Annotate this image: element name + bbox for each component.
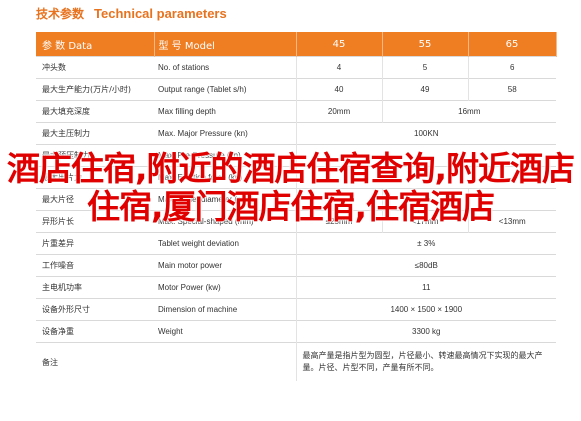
param-value — [295, 144, 556, 167]
table-row: 冲头数 No. of stations 4 5 6 — [36, 56, 556, 79]
header-data: 参 数 Data — [36, 32, 155, 57]
param-name-zh: 设备净重 — [36, 320, 154, 343]
table-row: 最大出片力 Max. Ejection force (kn) — [36, 166, 556, 189]
param-value: 3300 kg — [295, 320, 556, 343]
param-name-en: Max. Pre-Pressure (kn) — [154, 144, 296, 167]
header-model-55: 55 — [382, 32, 469, 57]
table-row: 最大预压制力 Max. Pre-Pressure (kn) — [36, 144, 556, 167]
param-name-zh: 最大出片力 — [36, 166, 154, 189]
param-value: ± 3% — [295, 232, 556, 255]
param-value: 58 — [467, 78, 556, 101]
param-value: 4 — [295, 56, 382, 79]
param-value: ≤80dB — [295, 254, 556, 277]
param-name-zh: 冲头数 — [36, 56, 154, 79]
table-row: 最大生产能力(万片/小时) Output range (Tablet s/h) 40… — [36, 78, 556, 101]
table-row: 最大片径 Max. Tablet diameter (mm) — [36, 188, 556, 211]
param-name-en: Output range (Tablet s/h) — [154, 78, 296, 101]
table-row: 工作噪音 Main motor power ≤80dB — [36, 254, 556, 277]
param-value: 16mm — [381, 100, 556, 123]
section-title: 技术参数 Technical parameters — [36, 3, 227, 23]
param-value: <17mm — [381, 210, 468, 233]
overlay-text: 酒店住宿,附近的酒店住宿查询,附近酒店住宿,厦门酒店住宿,住宿酒店 — [6, 149, 575, 226]
param-value — [381, 188, 468, 211]
param-name-en: Max. Major Pressure (kn) — [154, 122, 296, 145]
param-name-en: Weight — [154, 320, 296, 343]
param-name-en: Dimension of machine — [154, 298, 296, 321]
param-value: ≤25mm — [295, 210, 382, 233]
note-label: 备注 — [36, 342, 154, 381]
header-model-65: 65 — [468, 32, 557, 57]
note-row: 备注 最高产量是指片型为圆型，片径最小、转速最高情况下实现的最大产量。片径、片型不… — [36, 342, 556, 381]
param-name-en: Motor Power (kw) — [154, 276, 296, 299]
param-name-zh: 最大预压制力 — [36, 144, 154, 167]
param-name-zh: 最大生产能力(万片/小时) — [36, 78, 154, 101]
table-row: 片重差异 Tablet weight deviation ± 3% — [36, 232, 556, 255]
param-name-en: No. of stations — [154, 56, 296, 79]
parameters-table: 参 数 Data 型 号 Model 45 55 65 冲头数 No. of st… — [36, 32, 557, 381]
param-name-zh: 最大片径 — [36, 188, 154, 211]
param-name-en: Max filling depth — [154, 100, 296, 123]
table-header-row: 参 数 Data 型 号 Model 45 55 65 — [36, 32, 557, 57]
header-model: 型 号 Model — [154, 32, 297, 57]
param-value: <13mm — [467, 210, 556, 233]
param-value: 6 — [467, 56, 556, 79]
param-name-zh: 最大主压制力 — [36, 122, 154, 145]
param-name-zh: 片重差异 — [36, 232, 154, 255]
table-row: 最大主压制力 Max. Major Pressure (kn) 100KN — [36, 122, 556, 145]
table-row: 设备净重 Weight 3300 kg — [36, 320, 556, 343]
table-row: 异形片长 Max. Special-shaped (mm) ≤25mm <17mm <1… — [36, 210, 556, 233]
title-en: Technical parameters — [94, 5, 227, 21]
param-name-zh: 主电机功率 — [36, 276, 154, 299]
header-model-45: 45 — [296, 32, 383, 57]
param-name-en: Main motor power — [154, 254, 296, 277]
param-value: 11 — [295, 276, 556, 299]
table-row: 主电机功率 Motor Power (kw) 11 — [36, 276, 556, 299]
param-value: 5 — [381, 56, 468, 79]
param-name-zh: 工作噪音 — [36, 254, 154, 277]
note-spacer — [154, 342, 296, 381]
param-value: 1400 × 1500 × 1900 — [295, 298, 556, 321]
param-value: 40 — [295, 78, 382, 101]
note-text: 最高产量是指片型为圆型，片径最小、转速最高情况下实现的最大产量。片径、片型不同，… — [295, 342, 556, 381]
param-name-en: Max. Ejection force (kn) — [154, 166, 296, 189]
param-value — [295, 166, 556, 189]
param-name-en: Max. Special-shaped (mm) — [154, 210, 296, 233]
param-name-zh: 最大填充深度 — [36, 100, 154, 123]
param-name-en: Max. Tablet diameter (mm) — [154, 188, 296, 211]
param-value: 100KN — [295, 122, 556, 145]
param-name-zh: 设备外形尺寸 — [36, 298, 154, 321]
table-row: 最大填充深度 Max filling depth 20mm 16mm — [36, 100, 556, 123]
param-value: 49 — [381, 78, 468, 101]
param-value — [295, 188, 382, 211]
param-name-en: Tablet weight deviation — [154, 232, 296, 255]
param-value: 20mm — [295, 100, 382, 123]
table-row: 设备外形尺寸 Dimension of machine 1400 × 1500 × … — [36, 298, 556, 321]
param-value — [467, 188, 556, 211]
param-name-zh: 异形片长 — [36, 210, 154, 233]
title-zh: 技术参数 — [36, 6, 85, 21]
